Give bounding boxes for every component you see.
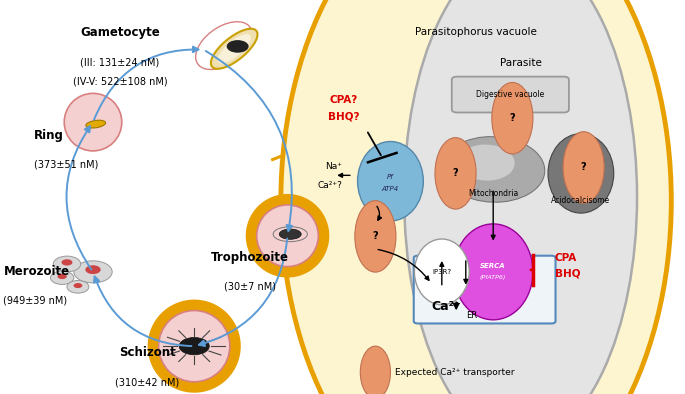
- Text: Mitochondria: Mitochondria: [468, 189, 519, 197]
- FancyArrowPatch shape: [94, 277, 191, 346]
- FancyArrowPatch shape: [199, 238, 287, 346]
- Ellipse shape: [458, 145, 514, 180]
- Text: BHQ: BHQ: [555, 269, 580, 279]
- Text: Expected Ca²⁺ transporter: Expected Ca²⁺ transporter: [395, 368, 514, 377]
- Text: ?: ?: [510, 113, 515, 123]
- Ellipse shape: [404, 0, 637, 394]
- Text: ER: ER: [466, 311, 477, 320]
- Ellipse shape: [548, 134, 614, 213]
- Text: (949±39 nM): (949±39 nM): [3, 296, 68, 305]
- Circle shape: [74, 261, 112, 283]
- Text: ?: ?: [373, 231, 378, 242]
- Text: (IV-V: 522±108 nM): (IV-V: 522±108 nM): [73, 77, 167, 87]
- Text: (373±51 nM): (373±51 nM): [34, 160, 99, 169]
- Text: Pf: Pf: [387, 174, 394, 180]
- Circle shape: [67, 281, 89, 293]
- Circle shape: [179, 338, 210, 355]
- Text: Ring: Ring: [34, 129, 64, 142]
- Text: Parasite: Parasite: [499, 58, 542, 68]
- Text: Schizont: Schizont: [119, 346, 175, 359]
- FancyArrowPatch shape: [66, 126, 91, 269]
- Ellipse shape: [217, 34, 251, 63]
- Ellipse shape: [211, 29, 258, 69]
- Text: ?: ?: [581, 162, 586, 173]
- Text: ?: ?: [453, 168, 458, 178]
- Circle shape: [227, 40, 249, 53]
- Circle shape: [58, 274, 67, 279]
- Circle shape: [53, 256, 81, 272]
- FancyBboxPatch shape: [414, 256, 556, 323]
- Ellipse shape: [86, 120, 105, 128]
- Text: BHQ?: BHQ?: [328, 111, 360, 121]
- FancyArrowPatch shape: [94, 46, 199, 119]
- Ellipse shape: [435, 138, 476, 209]
- Circle shape: [73, 283, 82, 288]
- Text: IP3R?: IP3R?: [432, 269, 451, 275]
- Text: Gametocyte: Gametocyte: [80, 26, 160, 39]
- Ellipse shape: [246, 194, 329, 277]
- Ellipse shape: [159, 310, 230, 382]
- Ellipse shape: [257, 205, 319, 267]
- Text: Merozoite: Merozoite: [3, 265, 70, 278]
- Ellipse shape: [64, 93, 122, 151]
- Text: (310±42 nM): (310±42 nM): [115, 377, 179, 387]
- Text: Ca²⁺?: Ca²⁺?: [318, 181, 342, 190]
- Circle shape: [51, 271, 74, 284]
- Ellipse shape: [360, 346, 390, 394]
- FancyBboxPatch shape: [452, 76, 569, 113]
- Text: Digestive vacuole: Digestive vacuole: [476, 90, 545, 99]
- Ellipse shape: [355, 201, 396, 272]
- Circle shape: [86, 265, 101, 274]
- Ellipse shape: [414, 239, 469, 305]
- Text: Trophozoite: Trophozoite: [211, 251, 289, 264]
- Circle shape: [62, 259, 73, 266]
- Text: Acidocalcisome: Acidocalcisome: [551, 197, 610, 205]
- Ellipse shape: [281, 0, 671, 394]
- Ellipse shape: [358, 141, 423, 221]
- Ellipse shape: [453, 224, 533, 320]
- Ellipse shape: [563, 132, 604, 203]
- Text: CPA: CPA: [555, 253, 577, 263]
- Text: Parasitophorus vacuole: Parasitophorus vacuole: [415, 26, 537, 37]
- Ellipse shape: [442, 137, 545, 202]
- Ellipse shape: [492, 82, 533, 154]
- Text: (III: 131±24 nM): (III: 131±24 nM): [80, 57, 160, 67]
- Text: SERCA: SERCA: [480, 263, 506, 269]
- Text: (PfATP6): (PfATP6): [480, 275, 506, 280]
- Text: CPA?: CPA?: [329, 95, 358, 106]
- Text: Na⁺: Na⁺: [325, 162, 342, 171]
- FancyArrowPatch shape: [206, 51, 292, 231]
- Text: Ca²⁺: Ca²⁺: [432, 300, 461, 312]
- Ellipse shape: [279, 229, 301, 239]
- Ellipse shape: [148, 299, 241, 393]
- Text: ATP4: ATP4: [382, 186, 399, 192]
- Text: (30±7 nM): (30±7 nM): [224, 282, 276, 292]
